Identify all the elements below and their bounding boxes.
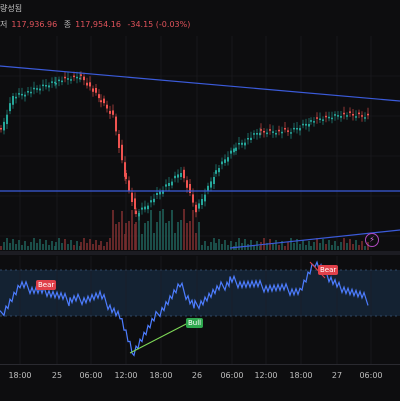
pane-divider[interactable] (0, 251, 400, 255)
time-tick: 18:00 (8, 371, 32, 380)
price-grid (0, 36, 400, 250)
change-value: -34.15 (-0.03%) (127, 20, 191, 29)
price-readout: 저 117,936.96 종 117,954.16 -34.15 (-0.03%) (0, 19, 194, 30)
bear-divergence-line (309, 261, 326, 279)
time-axis[interactable]: 18:00 25 06:00 12:00 18:00 26 06:00 12:0… (0, 364, 400, 401)
bull-signal-badge: Bull (186, 318, 204, 328)
time-tick: 27 (331, 371, 343, 380)
candles (0, 71, 369, 221)
close-label: 종 (63, 20, 72, 29)
oscillator-chart[interactable] (0, 256, 400, 364)
time-tick: 06:00 (79, 371, 103, 380)
overbought-zone (0, 270, 400, 316)
time-tick: 06:00 (359, 371, 383, 380)
bear-signal-badge: Bear (36, 280, 57, 290)
indicator-title: 량성됨 (0, 4, 23, 13)
bear-signal-badge: Bear (318, 265, 339, 275)
time-tick: 26 (191, 371, 203, 380)
low-label: 저 (0, 20, 8, 29)
lightning-icon[interactable]: ⚡ (365, 233, 379, 247)
volume-bars (0, 209, 369, 250)
time-tick: 12:00 (114, 371, 138, 380)
price-chart[interactable] (0, 36, 400, 250)
time-tick: 06:00 (220, 371, 244, 380)
close-value: 117,954.16 (75, 20, 121, 29)
low-value: 117,936.96 (11, 20, 58, 29)
time-tick: 12:00 (254, 371, 278, 380)
upper-trendline (0, 65, 400, 102)
time-tick: 25 (51, 371, 63, 380)
oscillator-line (0, 260, 369, 357)
time-tick: 18:00 (289, 371, 313, 380)
chart-header: 량성됨 저 117,936.96 종 117,954.16 -34.15 (-0.0… (0, 0, 400, 36)
time-tick: 18:00 (149, 371, 173, 380)
bull-divergence-line (129, 321, 191, 354)
